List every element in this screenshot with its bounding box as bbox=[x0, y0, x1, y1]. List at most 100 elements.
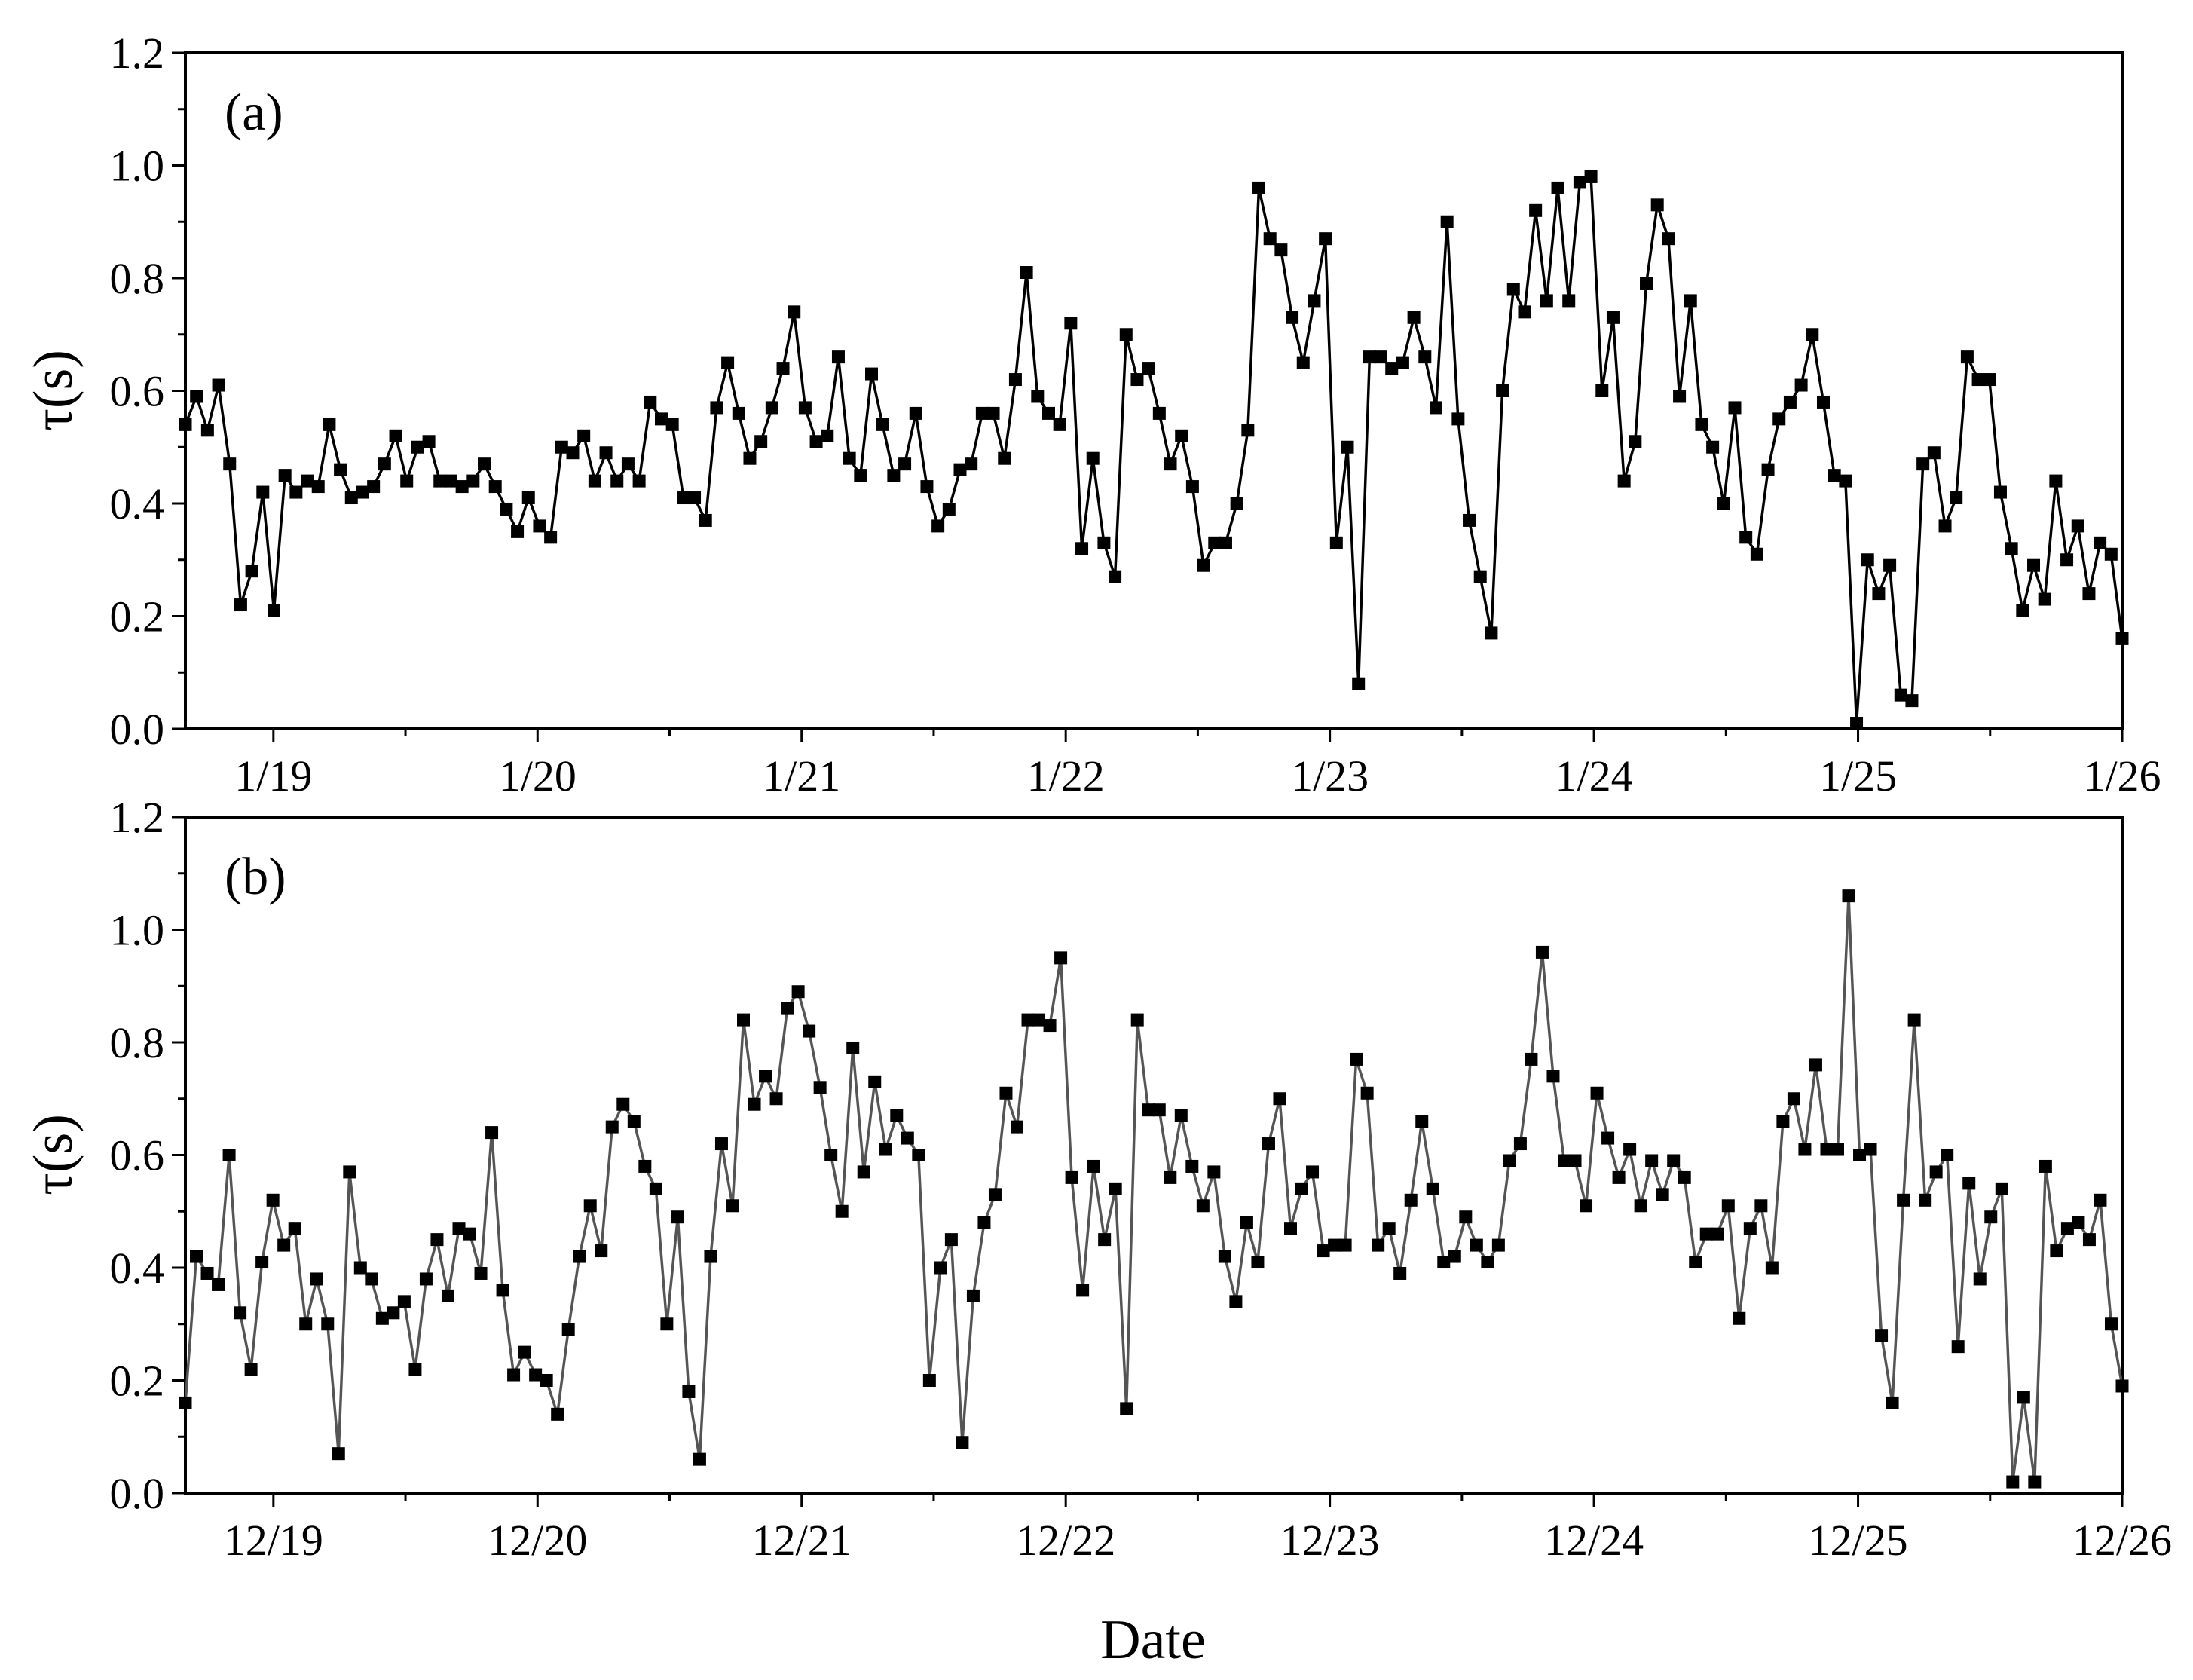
data-point-a bbox=[887, 469, 901, 482]
data-point-b bbox=[1973, 1272, 1987, 1286]
data-point-b bbox=[1262, 1137, 1275, 1151]
data-point-a bbox=[1794, 378, 1808, 392]
data-point-a bbox=[2027, 558, 2041, 572]
data-point-b bbox=[2072, 1216, 2085, 1229]
data-point-b bbox=[2017, 1391, 2030, 1404]
data-point-b bbox=[813, 1081, 827, 1094]
data-point-a bbox=[422, 435, 436, 448]
data-point-b bbox=[1612, 1170, 1626, 1184]
data-point-b bbox=[496, 1284, 509, 1297]
x-tick-label-b-6: 12/25 bbox=[1808, 1516, 1907, 1565]
data-point-a bbox=[234, 598, 247, 612]
data-point-b bbox=[1470, 1238, 1483, 1252]
data-point-a bbox=[311, 480, 325, 494]
data-point-b bbox=[1338, 1238, 1352, 1252]
y-tick-label-b-1: 0.2 bbox=[110, 1357, 165, 1406]
data-point-b bbox=[595, 1244, 608, 1258]
data-point-a bbox=[1617, 474, 1631, 488]
data-point-b bbox=[1525, 1052, 1538, 1066]
data-point-b bbox=[1350, 1052, 1363, 1066]
data-point-b bbox=[332, 1447, 345, 1461]
data-point-a bbox=[1341, 440, 1354, 454]
y-tick-label-a-6: 1.2 bbox=[110, 29, 165, 78]
data-point-a bbox=[1905, 694, 1919, 708]
data-point-b bbox=[1711, 1227, 1724, 1241]
x-tick-label-a-5: 1/24 bbox=[1555, 751, 1633, 800]
data-point-b bbox=[1382, 1222, 1396, 1235]
data-point-b bbox=[759, 1070, 772, 1083]
data-point-b bbox=[1590, 1086, 1604, 1100]
data-point-b bbox=[890, 1109, 904, 1122]
data-point-a bbox=[1960, 350, 1974, 364]
data-point-b bbox=[343, 1165, 356, 1179]
y-tick-label-a-4: 0.8 bbox=[110, 254, 165, 303]
data-point-b bbox=[857, 1165, 870, 1179]
data-point-b bbox=[1098, 1233, 1112, 1247]
data-point-b bbox=[1568, 1154, 1582, 1167]
data-point-a bbox=[1750, 547, 1763, 561]
data-point-b bbox=[912, 1149, 925, 1161]
data-point-a bbox=[2005, 542, 2018, 555]
data-point-a bbox=[688, 491, 702, 505]
data-point-b bbox=[1721, 1199, 1735, 1213]
data-point-a bbox=[1463, 513, 1476, 527]
data-point-a bbox=[1396, 356, 1409, 369]
data-point-a bbox=[566, 446, 580, 460]
data-point-a bbox=[1695, 418, 1708, 431]
data-point-b bbox=[901, 1131, 914, 1145]
data-point-a bbox=[644, 395, 657, 409]
data-point-a bbox=[1352, 677, 1366, 690]
data-point-a bbox=[632, 474, 646, 488]
x-tick-label-a-3: 1/22 bbox=[1027, 751, 1105, 800]
data-point-a bbox=[466, 474, 480, 488]
data-point-a bbox=[1993, 485, 2007, 499]
data-point-a bbox=[1130, 373, 1144, 387]
data-point-a bbox=[1496, 384, 1509, 397]
data-point-a bbox=[1451, 412, 1465, 426]
data-point-b bbox=[200, 1266, 214, 1280]
data-point-b bbox=[605, 1120, 619, 1134]
data-point-b bbox=[1196, 1199, 1210, 1213]
data-point-a bbox=[1197, 558, 1210, 572]
data-point-b bbox=[1656, 1188, 1669, 1201]
data-point-b bbox=[255, 1256, 269, 1269]
data-point-b bbox=[1919, 1193, 1932, 1207]
data-point-b bbox=[2115, 1379, 2129, 1393]
panel-label-b: (b) bbox=[225, 848, 286, 906]
data-point-a bbox=[367, 480, 381, 494]
y-tick-label-a-3: 0.6 bbox=[110, 367, 165, 416]
data-point-b bbox=[1065, 1170, 1078, 1184]
data-point-a bbox=[776, 362, 790, 375]
data-point-a bbox=[588, 474, 601, 488]
data-point-b bbox=[474, 1266, 488, 1280]
data-point-b bbox=[222, 1149, 236, 1161]
data-point-b bbox=[1185, 1159, 1199, 1173]
data-point-b bbox=[518, 1345, 531, 1359]
data-point-b bbox=[1820, 1143, 1834, 1156]
data-point-b bbox=[1503, 1154, 1516, 1167]
data-point-a bbox=[1097, 536, 1111, 549]
data-point-b bbox=[638, 1159, 652, 1173]
data-point-b bbox=[934, 1261, 947, 1275]
data-point-a bbox=[699, 513, 712, 527]
data-point-a bbox=[389, 429, 402, 442]
data-point-b bbox=[1120, 1402, 1133, 1415]
data-point-a bbox=[1573, 176, 1586, 189]
data-point-a bbox=[1119, 328, 1133, 341]
data-point-b bbox=[1513, 1137, 1527, 1151]
data-point-b bbox=[737, 1013, 751, 1027]
data-point-a bbox=[256, 485, 270, 499]
data-point-a bbox=[1053, 418, 1066, 431]
data-point-b bbox=[803, 1024, 816, 1038]
data-point-b bbox=[1481, 1256, 1494, 1269]
y-tick-label-a-0: 0.0 bbox=[110, 705, 165, 754]
series-b bbox=[179, 889, 2129, 1489]
y-tick-label-b-5: 1.0 bbox=[110, 906, 165, 955]
data-point-a bbox=[1562, 294, 1576, 308]
data-point-b bbox=[1317, 1244, 1330, 1258]
data-point-a bbox=[1816, 395, 1830, 409]
y-tick-label-b-0: 0.0 bbox=[110, 1469, 165, 1518]
data-point-a bbox=[898, 457, 912, 471]
data-point-b bbox=[2050, 1244, 2063, 1258]
data-point-a bbox=[1606, 311, 1620, 324]
